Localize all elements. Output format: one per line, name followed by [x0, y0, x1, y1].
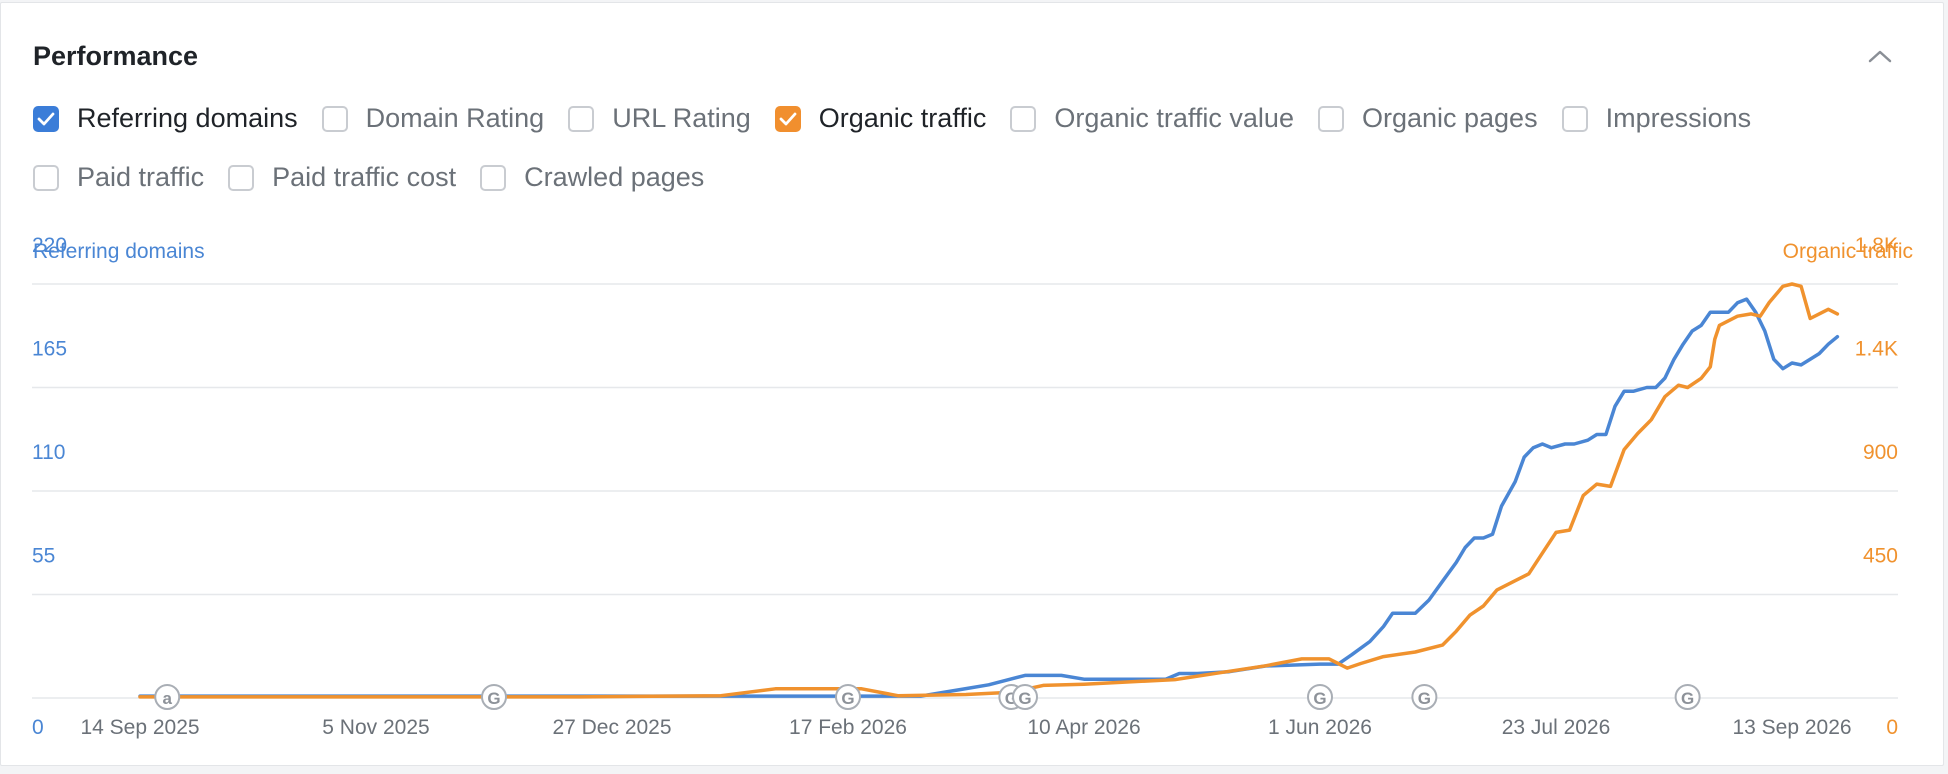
metric-domain-rating[interactable]: Domain Rating	[321, 103, 545, 134]
y-right-tick-label: 1.4K	[1855, 338, 1898, 361]
annotation-marker: G	[1674, 684, 1701, 710]
metric-referring-domains[interactable]: Referring domains	[33, 103, 298, 134]
y-right-tick-label: 900	[1863, 441, 1898, 464]
metric-organic-traffic-value[interactable]: Organic traffic value	[1010, 103, 1294, 134]
x-tick-label: 23 Jul 2026	[1502, 716, 1611, 739]
annotation-label: G	[1018, 689, 1031, 708]
metric-paid-traffic[interactable]: Paid traffic	[33, 162, 204, 193]
x-tick-label: 1 Jun 2026	[1268, 716, 1372, 739]
metric-paid-traffic-cost[interactable]: Paid traffic cost	[228, 162, 456, 193]
metric-label: Paid traffic	[77, 162, 205, 192]
annotation-label: a	[162, 689, 172, 708]
annotation-marker: a	[154, 684, 181, 710]
annotation-label: G	[1681, 689, 1694, 708]
x-tick-label: 27 Dec 2025	[552, 716, 671, 739]
x-tick-label: 5 Nov 2025	[322, 716, 429, 739]
checkbox-icon[interactable]	[774, 105, 801, 132]
x-tick-label: 13 Sep 2026	[1732, 716, 1851, 739]
checkbox-icon[interactable]	[1010, 105, 1037, 132]
y-left-tick-label: 165	[32, 338, 67, 361]
section-title: Performance	[33, 41, 199, 71]
metric-organic-pages[interactable]: Organic pages	[1317, 103, 1538, 134]
metric-label: Crawled pages	[524, 162, 705, 192]
y-right-tick-label: 450	[1863, 545, 1898, 568]
annotation-circle	[835, 684, 861, 710]
metric-organic-traffic[interactable]: Organic traffic	[774, 103, 987, 134]
collapse-button[interactable]	[1863, 41, 1897, 71]
annotation-marker: G	[1012, 684, 1038, 710]
annotation-circle	[1674, 684, 1701, 710]
metric-label: Impressions	[1605, 103, 1752, 133]
x-tick-label: 10 Apr 2026	[1027, 716, 1140, 739]
y-left-tick-label: 110	[32, 441, 65, 464]
checkbox-icon[interactable]	[33, 105, 59, 132]
metric-row-2: Paid traffic Paid traffic cost Crawled pag…	[33, 162, 728, 193]
metric-crawled-pages[interactable]: Crawled pages	[480, 162, 704, 193]
series-line-referring-domains	[138, 297, 1840, 698]
metric-impressions[interactable]: Impressions	[1561, 103, 1752, 134]
annotation-marker: G	[481, 684, 507, 710]
y-right-tick-label: 0	[1886, 716, 1898, 739]
metric-label: Paid traffic cost	[272, 162, 457, 192]
annotation-circle	[1307, 684, 1333, 710]
metric-url-rating[interactable]: URL Rating	[568, 103, 751, 134]
right-axis-title: Organic traffic	[1782, 240, 1913, 263]
y-left-tick-label: 0	[32, 716, 44, 739]
annotation-circle	[1012, 684, 1038, 710]
checkbox-icon[interactable]	[321, 105, 348, 132]
annotation-label: G	[1418, 689, 1431, 708]
x-tick-label: 17 Feb 2026	[789, 716, 907, 739]
metric-label: Domain Rating	[365, 103, 545, 133]
metric-label: Organic traffic	[818, 103, 987, 133]
annotation-circle	[154, 684, 181, 710]
annotation-circle	[481, 684, 507, 710]
annotation-circle	[1411, 684, 1438, 710]
metric-label: Referring domains	[77, 103, 298, 133]
annotation-marker: G	[835, 684, 861, 710]
checkbox-icon[interactable]	[480, 164, 507, 191]
annotation-label: G	[1313, 689, 1326, 708]
left-axis-title: Referring domains	[33, 240, 205, 263]
checkbox-icon[interactable]	[228, 164, 255, 191]
checkbox-icon[interactable]	[568, 105, 595, 132]
metric-label: Organic pages	[1361, 103, 1538, 133]
series-line-organic-traffic	[138, 282, 1840, 699]
y-right-tick-label: 1.8K	[1855, 234, 1898, 257]
checkbox-icon[interactable]	[1317, 105, 1344, 132]
chevron-up-icon	[1868, 50, 1892, 63]
metric-row-1: Referring domains Domain Rating URL Rating…	[33, 103, 1775, 134]
y-left-tick-label: 220	[32, 234, 67, 257]
y-left-tick-label: 55	[32, 545, 55, 568]
x-tick-label: 14 Sep 2025	[80, 716, 199, 739]
checkbox-icon[interactable]	[1561, 105, 1588, 132]
checkbox-icon[interactable]	[33, 164, 59, 191]
metric-label: Organic traffic value	[1054, 103, 1294, 133]
metric-label: URL Rating	[612, 103, 751, 133]
annotation-label: G	[487, 689, 500, 708]
annotation-label: G	[841, 689, 854, 708]
annotation-marker: G	[1307, 684, 1333, 710]
annotation-marker: G	[1411, 684, 1438, 710]
